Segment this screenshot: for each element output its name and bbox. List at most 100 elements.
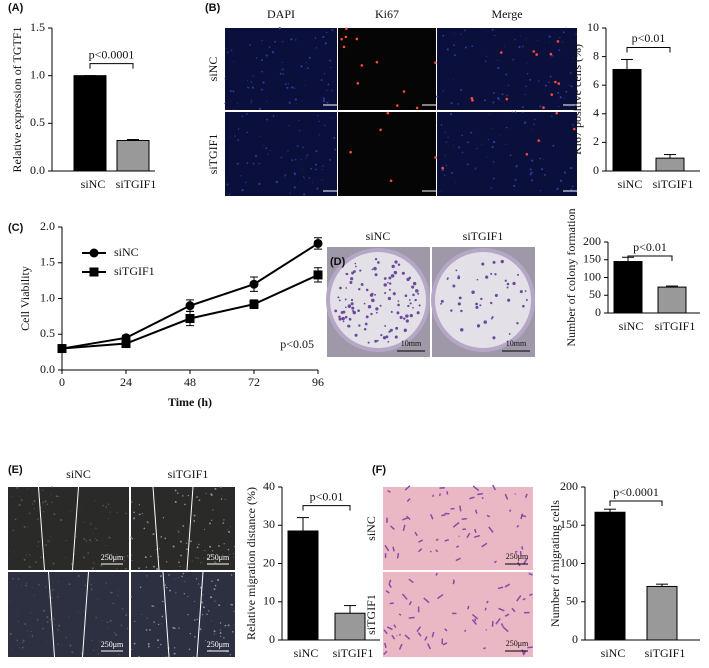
colony — [403, 317, 406, 320]
cell-dot — [193, 520, 195, 523]
cell-dot — [558, 105, 560, 108]
migrated-cell — [444, 628, 448, 632]
cell-dot — [37, 518, 39, 520]
cell-dot — [174, 501, 177, 504]
cell-dot — [314, 163, 318, 166]
colony — [359, 269, 362, 272]
x-tick-label: siNC — [601, 646, 626, 660]
colony — [409, 302, 412, 305]
colony — [388, 288, 391, 291]
colony — [365, 315, 369, 319]
colony — [347, 304, 352, 308]
migrated-cell — [511, 607, 516, 613]
cell-dot — [321, 168, 323, 170]
cell-dot — [552, 144, 555, 147]
colony — [388, 276, 392, 280]
cell-dot — [68, 583, 71, 586]
cell-dot — [548, 81, 550, 84]
micrograph — [131, 572, 235, 657]
colony — [411, 285, 415, 289]
cell-dot — [250, 101, 252, 104]
cell-dot — [211, 519, 213, 521]
cell-dot — [48, 596, 50, 598]
row-label: siTGIF1 — [206, 134, 220, 175]
cell-dot — [237, 139, 240, 141]
cell-dot — [559, 179, 563, 182]
cell-dot — [25, 554, 27, 556]
cell-dot — [322, 97, 326, 100]
colony — [371, 268, 374, 271]
colony — [338, 299, 341, 302]
cell-dot — [228, 530, 231, 533]
colony — [414, 298, 417, 302]
cell-dot — [526, 37, 528, 39]
legend-marker — [89, 248, 99, 258]
cell-dot — [25, 584, 27, 587]
cell-dot — [333, 136, 336, 139]
cell-dot — [453, 32, 455, 34]
scale-label: 250μm — [101, 640, 124, 649]
cell-dot — [60, 518, 63, 522]
cell-dot — [91, 639, 93, 641]
cell-dot — [454, 181, 456, 183]
cell-dot — [224, 624, 227, 627]
cell-dot — [293, 87, 296, 89]
x-tick-label: siTGIF1 — [645, 646, 686, 660]
cell-dot — [213, 633, 215, 635]
cell-dot — [173, 627, 176, 630]
y-tick-label: 50 — [589, 287, 601, 301]
cell-dot — [118, 590, 120, 592]
migrated-cell — [498, 607, 505, 612]
y-tick-label: 0.0 — [40, 362, 55, 376]
migrated-cell — [416, 626, 422, 633]
micrograph — [338, 28, 436, 110]
cell-dot — [188, 648, 191, 651]
cell-dot — [46, 621, 49, 623]
migrated-cell — [402, 516, 409, 521]
cell-dot — [134, 620, 136, 622]
micrograph — [225, 112, 337, 196]
cell-dot — [557, 91, 560, 94]
colony — [351, 306, 355, 310]
cell-dot — [198, 499, 201, 502]
cell-dot — [50, 536, 52, 538]
cell-dot — [458, 146, 461, 149]
cell-dot — [295, 103, 297, 105]
cell-dot — [83, 610, 85, 612]
cell-dot — [523, 121, 527, 124]
y-tick-label: 2.0 — [40, 219, 55, 233]
migrated-cell — [431, 631, 435, 638]
ki67-dot — [499, 51, 503, 54]
cell-dot — [57, 643, 59, 645]
cell-dot — [303, 176, 305, 178]
cell-dot — [490, 187, 492, 189]
cell-dot — [189, 632, 192, 635]
colony — [357, 309, 360, 313]
cell-dot — [492, 101, 495, 104]
cell-dot — [438, 108, 440, 111]
cell-dot — [153, 621, 155, 623]
cell-dot — [232, 90, 235, 93]
panel-label: (A) — [8, 2, 24, 14]
cell-dot — [300, 65, 303, 68]
cell-dot — [179, 565, 181, 567]
cell-dot — [474, 167, 477, 170]
cell-dot — [57, 495, 59, 498]
ki67-dot — [349, 150, 352, 154]
cell-dot — [442, 90, 444, 92]
cell-dot — [93, 562, 95, 564]
wound-edge — [72, 486, 79, 571]
cell-dot — [193, 514, 196, 517]
cell-dot — [131, 501, 133, 503]
cell-dot — [291, 159, 294, 162]
migrated-cell — [383, 629, 388, 635]
cell-dot — [230, 135, 232, 137]
column-label: DAPI — [267, 7, 295, 21]
cell-dot — [130, 595, 132, 598]
micrograph — [338, 112, 436, 196]
cell-dot — [491, 28, 494, 31]
cell-dot — [444, 174, 446, 177]
cell-dot — [90, 523, 92, 525]
cell-dot — [300, 159, 302, 161]
cell-dot — [296, 145, 299, 147]
